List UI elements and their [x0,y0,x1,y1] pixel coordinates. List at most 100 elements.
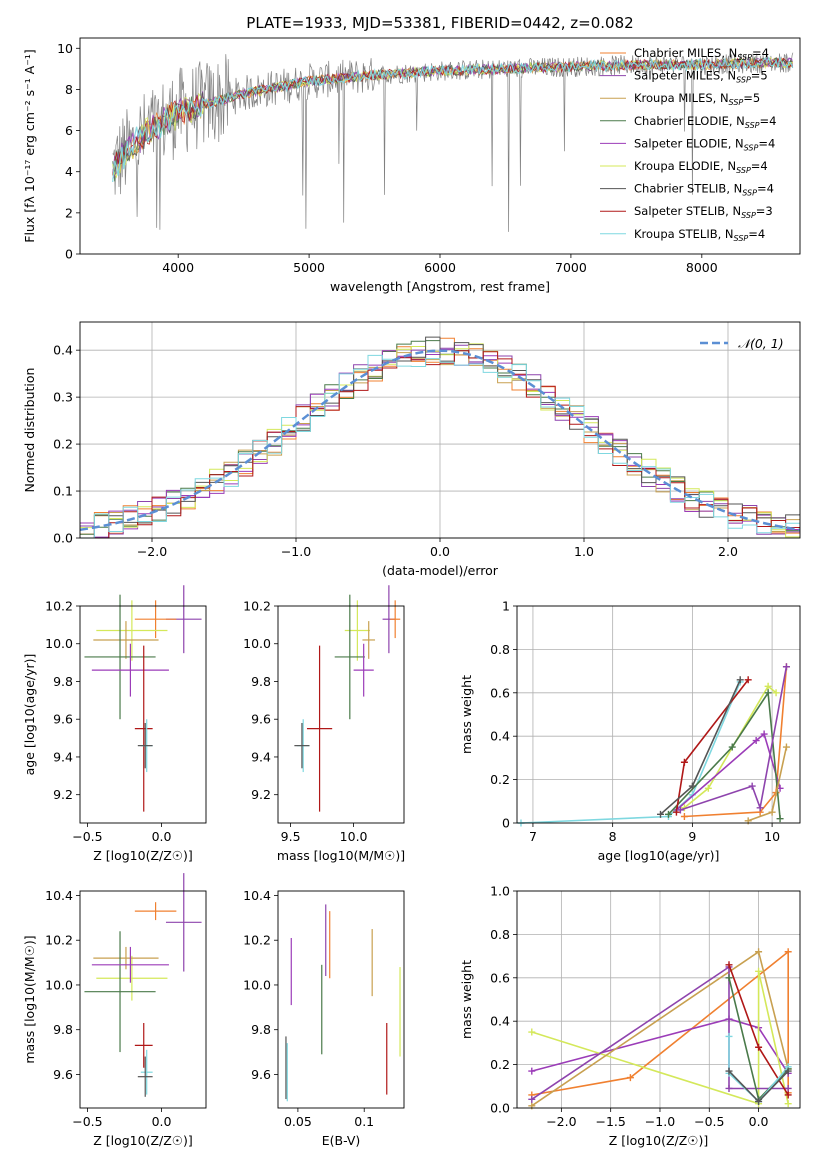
spectrum-xlabel: wavelength [Angstrom, rest frame] [330,279,550,294]
weight_vs_Z-marker [725,1067,733,1075]
spectrum-ytick-label: 4 [65,164,73,179]
weight_vs_Z-ytick-label: 0.2 [490,1057,510,1072]
normal-curve [79,349,801,532]
weight_vs_Z-marker [784,1084,792,1092]
weight_vs_age-marker [688,782,696,790]
spectrum-panel: 4000 5000 6000 7000 8000 0 2 4 6 8 10 wavelength [A… [22,37,801,294]
age_vs_Z-ytick-label: 9.6 [53,712,73,727]
weight_vs_Z-series-line [531,1018,789,1074]
residuals-xtick-label: 2.0 [718,544,738,559]
weight_vs_Z-panel: −2.0 −1.5 −1.0 −0.5 0.0 0.0 0.2 0.4 0.6 0.8 1.0 Z [… [459,884,801,1148]
weight_vs_Z-marker [755,967,763,975]
weight_vs_Z-marker [725,974,733,982]
mass_vs_EBV-ytick-label: 9.8 [251,1022,271,1037]
weight_vs_Z-xtick-label: −0.5 [694,1114,724,1129]
weight_vs_Z-ytick-label: 0.6 [490,970,510,985]
legend-entry: Salpeter ELODIE, NSSP=4 [634,136,775,152]
legend-entry: Kroupa ELODIE, NSSP=4 [634,159,768,175]
residuals-panel: −2.0 −1.0 0.0 1.0 2.0 0.0 0.1 0.2 0.3 0.4 (data-mo… [22,321,801,578]
weight_vs_age-marker [672,808,680,816]
spectrum-frame [79,37,801,255]
weight_vs_age-marker [676,806,684,814]
weight_vs_age-marker [760,730,768,738]
weight_vs_age-marker [704,784,712,792]
age_vs_Z-frame [79,605,207,824]
weight_vs_Z-frame [516,890,801,1109]
weight_vs_age-marker [728,743,736,751]
weight_vs_age-marker [680,758,688,766]
weight_vs_age-ytick-label: 1 [502,599,510,614]
mass_vs_Z-xlabel: Z [log10(Z/Z☉)] [93,1133,193,1148]
legend-entry: Chabrier ELODIE, NSSP=4 [634,114,776,130]
weight_vs_Z-series-line [531,950,789,1096]
age_vs_mass-ytick-label: 10.2 [243,599,271,614]
figure-title: PLATE=1933, MJD=53381, FIBERID=0442, z=0… [246,14,633,32]
weight_vs_Z-marker [784,1067,792,1075]
mass_vs_Z-frame [79,890,207,1109]
residuals-ytick-label: 0.4 [53,343,73,358]
spectrum-ytick-label: 2 [65,205,73,220]
age_vs_Z-ylabel: age [log10(age/yr)] [22,654,37,776]
mass_vs_Z-ytick-label: 10.0 [45,977,73,992]
mass_vs_EBV-ytick-label: 10.4 [243,888,271,903]
weight_vs_age-series-line [747,746,788,822]
mass_vs_Z-panel: −0.5 0.0 9.6 9.8 10.0 10.2 10.4 Z [log10(Z/Z☉)]… [22,873,207,1148]
weight_vs_age-xtick-label: 10 [764,829,780,844]
weight_vs_Z-marker [755,1043,763,1051]
spectrum-xtick-label: 8000 [686,260,718,275]
weight_vs_age-marker [656,810,664,818]
weight_vs_age-plot-area [517,663,790,827]
mass_vs_Z-ylabel: mass [log10(M/M☉)] [22,935,37,1063]
age_vs_Z-plot-area [84,585,202,812]
age_vs_mass-ytick-label: 10.0 [243,636,271,651]
weight_vs_age-marker [782,743,790,751]
mass_vs_Z-ytick-label: 9.8 [53,1022,73,1037]
weight_vs_age-xtick-label: 8 [609,829,617,844]
spectrum-xtick-label: 4000 [162,260,194,275]
residuals-ytick-label: 0.3 [53,390,73,405]
weight_vs_age-marker [744,676,752,684]
residuals-plot-area [79,336,801,539]
spectrum-ytick-label: 10 [57,41,73,56]
weight_vs_Z-series-line [531,965,789,1100]
residual-histogram-8 [80,350,800,539]
weight_vs_age-series-line [667,690,781,819]
mass_vs_Z-xtick-label: −0.5 [72,1114,102,1129]
age_vs_mass-ytick-label: 9.8 [251,674,271,689]
spectrum-legend: Chabrier MILES, NSSP=4 Salpeter MILES, NS… [600,46,776,243]
weight_vs_age-ytick-label: 0.4 [490,729,510,744]
residual-histogram-9 [80,354,800,539]
weight_vs_age-marker [764,689,772,697]
age_vs_mass-ytick-label: 9.4 [251,749,271,764]
weight_vs_Z-marker [528,1028,536,1036]
weight_vs_age-series-line [675,732,781,811]
weight_vs_age-ytick-label: 0.8 [490,642,510,657]
weight_vs_Z-marker [725,1032,733,1040]
mass_vs_EBV-plot-area [285,904,401,1102]
spectrum-model-line-9 [112,55,794,183]
age_vs_Z-xtick-label: 0.0 [152,829,172,844]
spectrum-xtick-label: 6000 [424,260,456,275]
weight_vs_Z-marker [755,948,763,956]
mass_vs_Z-plot-area [84,873,202,1097]
weight_vs_age-ytick-label: 0 [502,816,510,831]
weight_vs_Z-marker [528,1067,536,1075]
weight_vs_age-xlabel: age [log10(age/yr)] [598,848,720,863]
age_vs_Z-ytick-label: 10.0 [45,636,73,651]
age_vs_Z-xlabel: Z [log10(Z/Z☉)] [93,848,193,863]
weight_vs_Z-xlabel: Z [log10(Z/Z☉)] [609,1133,709,1148]
age_vs_mass-frame [277,605,405,824]
weight_vs_Z-series-line [531,971,789,1105]
weight_vs_age-ytick-label: 0.2 [490,772,510,787]
age_vs_mass-ytick-label: 9.2 [251,787,271,802]
weight_vs_Z-ytick-label: 0.4 [490,1014,510,1029]
mass_vs_EBV-ytick-label: 10.0 [243,977,271,992]
weight_vs_age-frame [516,605,801,824]
legend-entry: Salpeter STELIB, NSSP=3 [634,204,773,220]
spectrum-lines [112,52,794,232]
weight_vs_age-marker [736,676,744,684]
weight_vs_Z-marker [784,1091,792,1099]
residuals-ytick-label: 0.0 [53,531,73,546]
age_vs_mass-panel: 9.5 10.0 9.2 9.4 9.6 9.8 10.0 10.2 mass [log10(M… [243,585,405,863]
